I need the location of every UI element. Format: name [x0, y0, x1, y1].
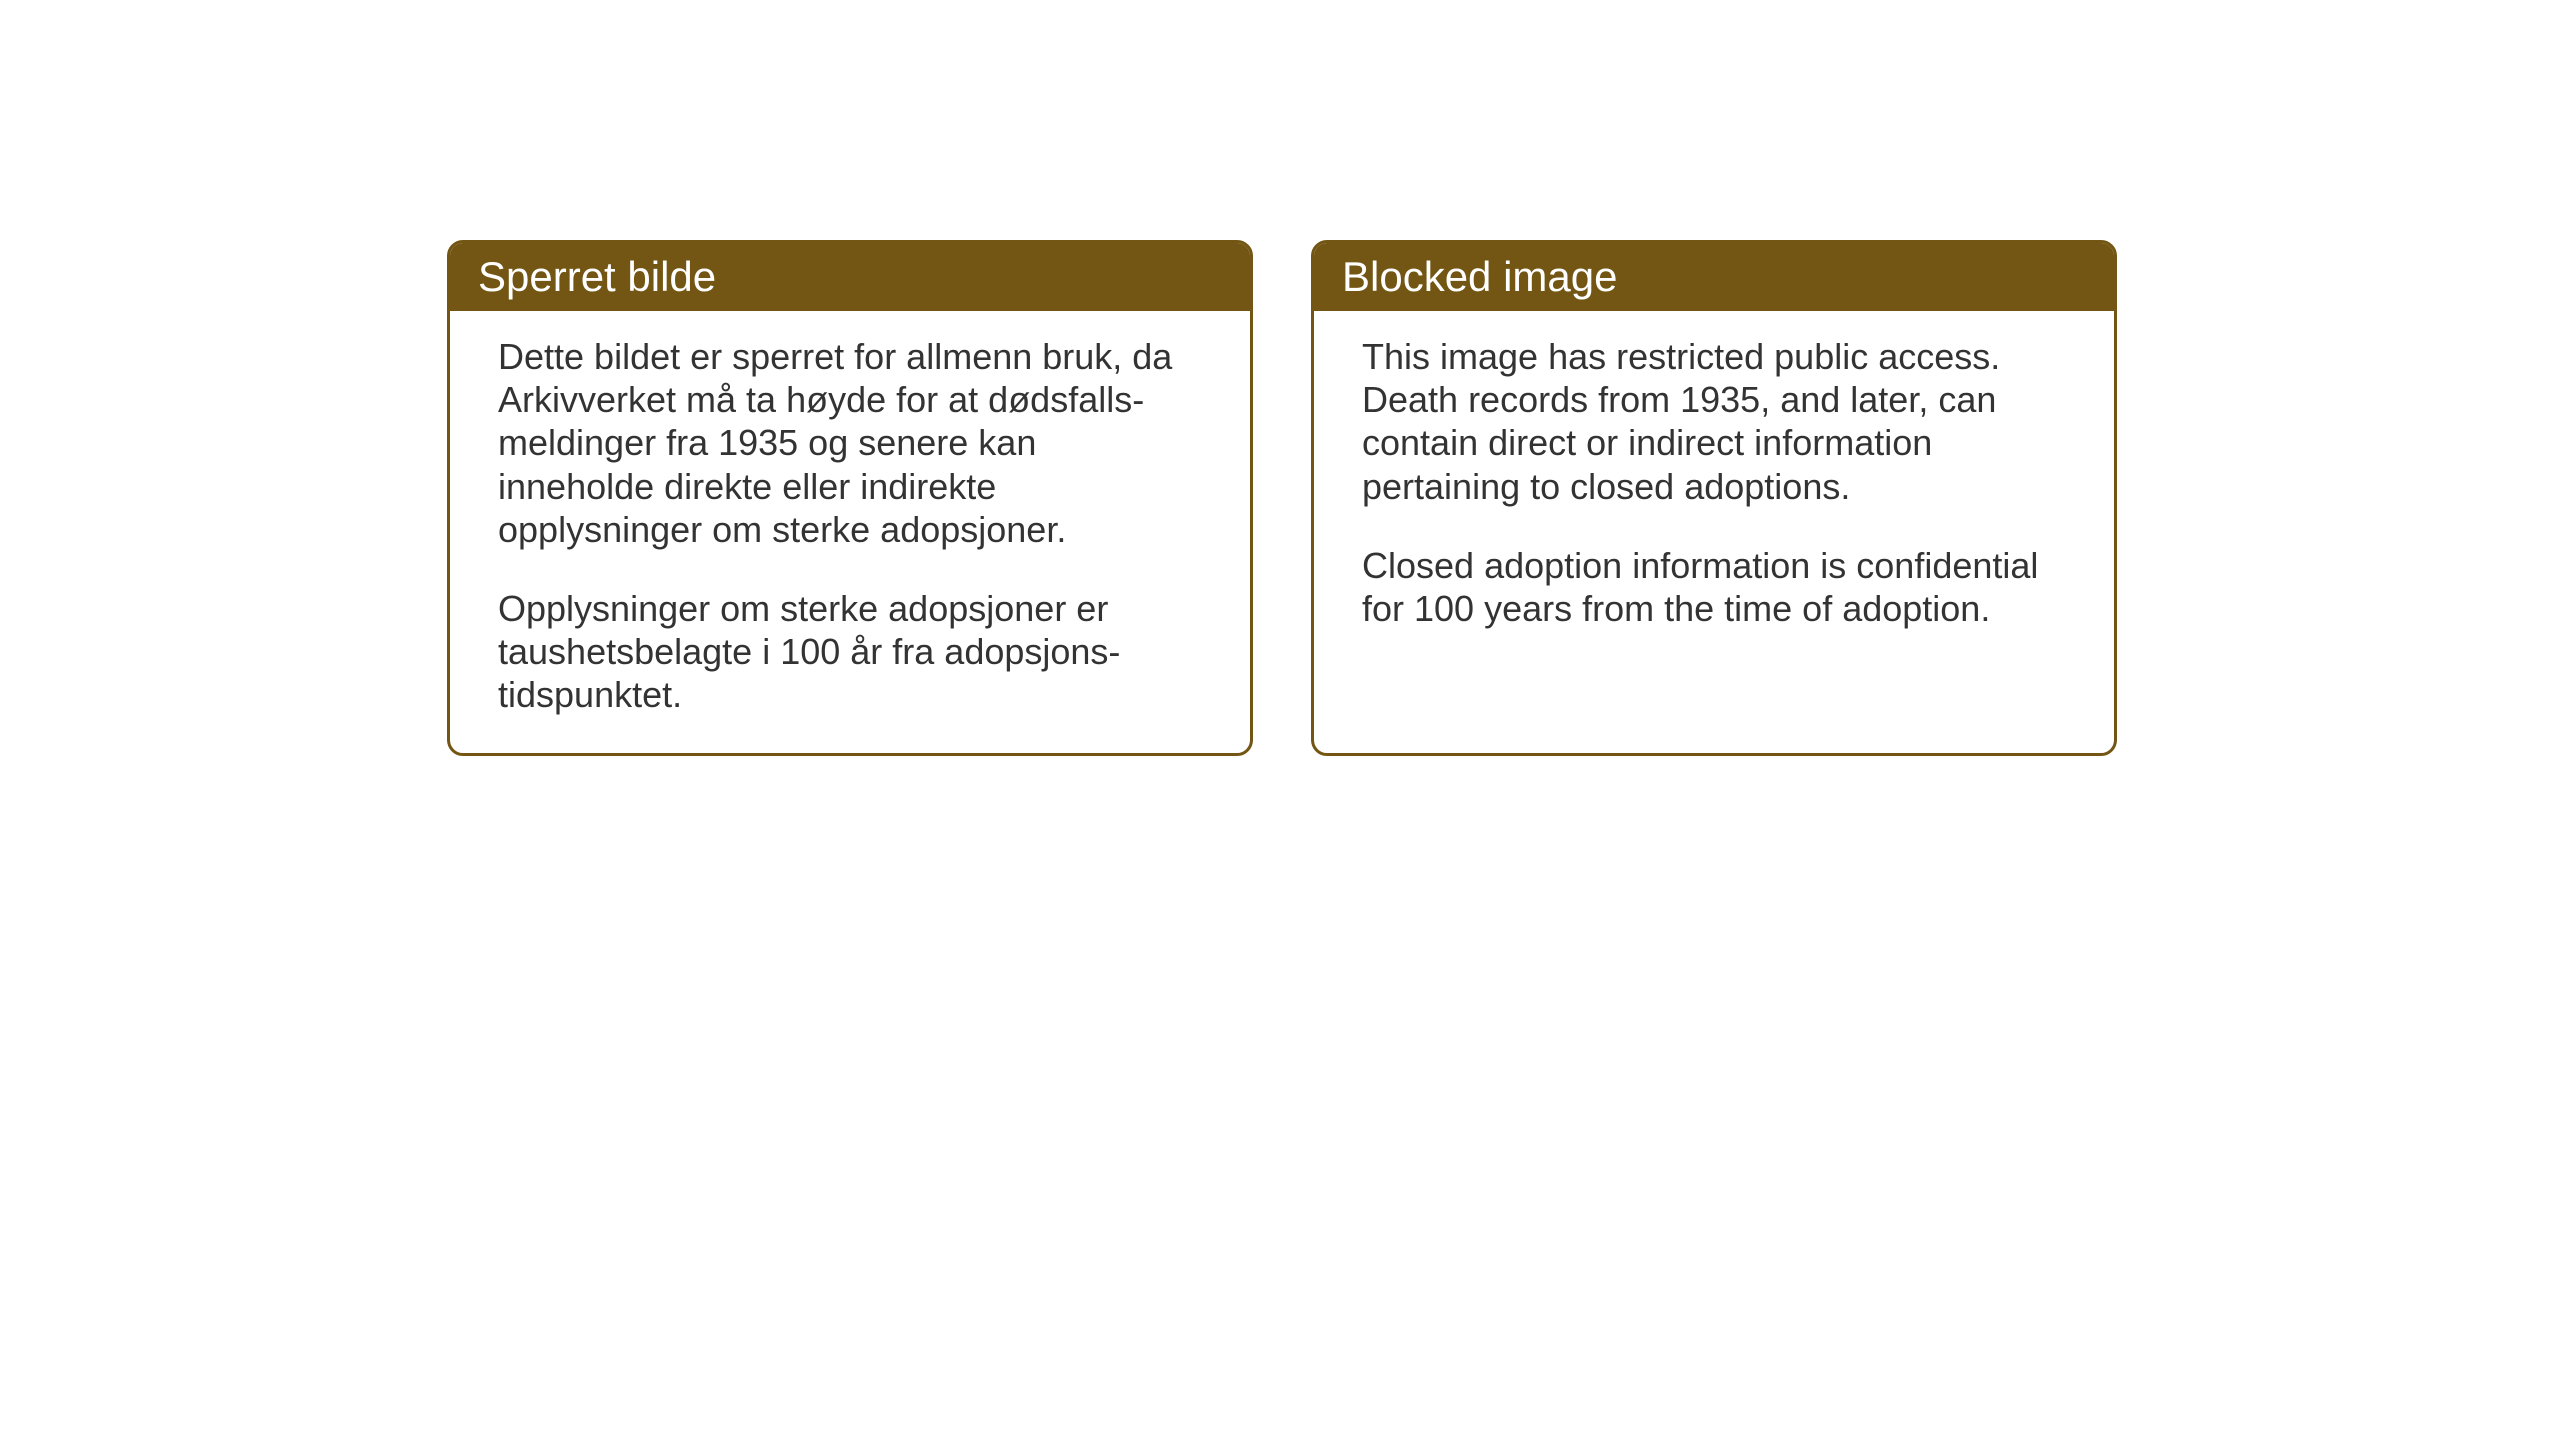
blocked-image-card-english: Blocked image This image has restricted … [1311, 240, 2117, 756]
cards-container: Sperret bilde Dette bildet er sperret fo… [447, 240, 2117, 756]
card-title-english: Blocked image [1314, 243, 2114, 311]
card-title-norwegian: Sperret bilde [450, 243, 1250, 311]
card-paragraph-1-english: This image has restricted public access.… [1362, 335, 2066, 508]
card-paragraph-2-english: Closed adoption information is confident… [1362, 544, 2066, 630]
card-paragraph-2-norwegian: Opplysninger om sterke adopsjoner er tau… [498, 587, 1202, 717]
card-paragraph-1-norwegian: Dette bildet er sperret for allmenn bruk… [498, 335, 1202, 551]
card-body-norwegian: Dette bildet er sperret for allmenn bruk… [450, 311, 1250, 753]
blocked-image-card-norwegian: Sperret bilde Dette bildet er sperret fo… [447, 240, 1253, 756]
card-body-english: This image has restricted public access.… [1314, 311, 2114, 666]
